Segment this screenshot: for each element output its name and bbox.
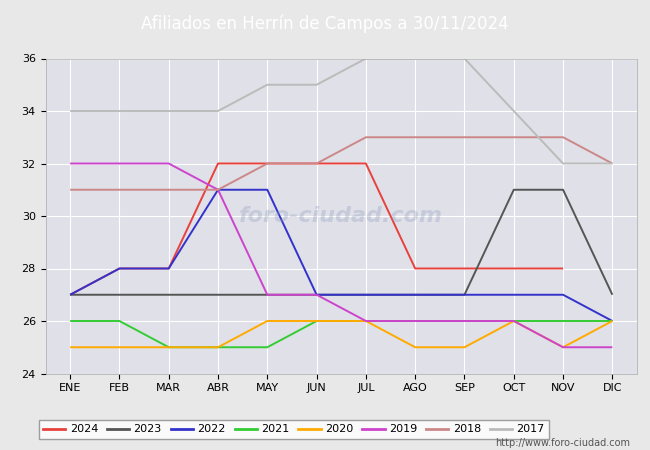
Legend: 2024, 2023, 2022, 2021, 2020, 2019, 2018, 2017: 2024, 2023, 2022, 2021, 2020, 2019, 2018… (38, 420, 549, 439)
Text: Afiliados en Herrín de Campos a 30/11/2024: Afiliados en Herrín de Campos a 30/11/20… (141, 14, 509, 33)
Text: http://www.foro-ciudad.com: http://www.foro-ciudad.com (495, 438, 630, 448)
Text: foro-ciudad.com: foro-ciudad.com (239, 206, 443, 226)
